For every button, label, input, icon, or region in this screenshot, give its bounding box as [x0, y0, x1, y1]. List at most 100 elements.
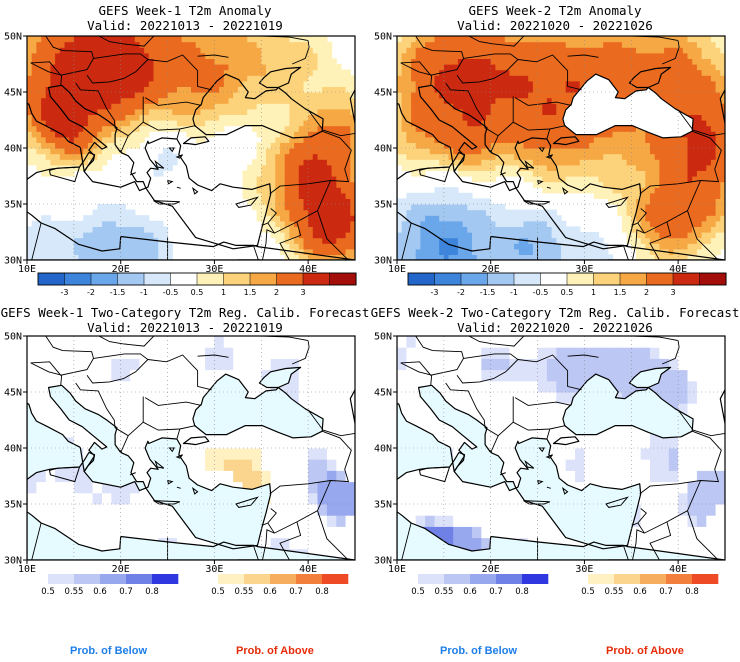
- colorbar-tick-label: 0.55: [605, 587, 624, 597]
- x-tick-label: 10E: [388, 264, 406, 275]
- colorbar-tick-label: 2: [274, 288, 279, 297]
- colorbar-tick-label: 0.5: [581, 587, 595, 597]
- colorbar-swatch: [143, 272, 172, 286]
- colorbar-swatch: [588, 574, 615, 584]
- colorbar-tick-label: -2: [87, 288, 95, 297]
- colorbar-swatch: [296, 574, 323, 584]
- colorbar-tick-label: 0.5: [41, 587, 55, 597]
- colorbar-swatch: [270, 574, 297, 584]
- colorbar-swatch: [276, 272, 304, 286]
- panel-valid-w2-anom: Valid: 20221020 - 20221026: [457, 18, 653, 33]
- colorbar-swatch: [407, 272, 436, 286]
- panel-title-w2-prob: GEFS Week-2 Two-Category T2m Reg. Calib.…: [370, 305, 740, 320]
- colorbar-swatch: [593, 272, 621, 286]
- x-tick-label: 20E: [482, 564, 500, 575]
- colorbar-swatch: [126, 574, 153, 584]
- colorbar-swatch: [64, 272, 92, 286]
- colorbar-swatch: [74, 574, 101, 584]
- colorbar-tick-label: 0.7: [289, 587, 303, 597]
- colorbar-swatch: [152, 574, 179, 584]
- map-field: [27, 36, 355, 260]
- colorbar-tick-label: 3: [670, 288, 675, 297]
- map-field: [397, 336, 725, 560]
- colorbar-tick-label: -1: [140, 288, 148, 297]
- colorbar-swatch: [218, 574, 245, 584]
- colorbar-tick-label: 0.7: [119, 587, 133, 597]
- y-tick-label: 40N: [4, 444, 22, 455]
- y-tick-label: 45N: [374, 88, 392, 99]
- colorbar-swatch: [672, 272, 701, 286]
- colorbar-tick-label: -1.5: [110, 288, 126, 297]
- colorbar-w1-anomaly: -3 -2 -1.5 -1 -0.5 0.5 1 1.5 2 3: [37, 272, 357, 297]
- colorbar-tick-label: 1.5: [244, 288, 257, 297]
- y-tick-label: 50N: [4, 332, 22, 343]
- map-w1-anomaly: 10E 20E 30E 40E 50N 45N 40N 35N 30N: [4, 32, 356, 275]
- colorbar-tick-label: 0.5: [191, 288, 204, 297]
- colorbar-tick-label: 2: [644, 288, 649, 297]
- y-tick-label: 35N: [374, 500, 392, 511]
- map-field: [27, 336, 355, 560]
- colorbar-swatch: [100, 574, 127, 584]
- colorbar-swatch: [444, 574, 471, 584]
- colorbar-swatch: [418, 574, 445, 584]
- colorbar-tick-label: 0.55: [235, 587, 254, 597]
- x-tick-label: 20E: [112, 564, 130, 575]
- colorbar-tick-label: 1.5: [614, 288, 627, 297]
- colorbar-swatch: [522, 574, 549, 584]
- map-w2-probability: 10E 20E 30E 40E 50N 45N 40N 35N 30N: [374, 332, 726, 575]
- y-tick-label: 30N: [4, 256, 22, 267]
- prob-above-label-right: Prob. of Above: [606, 645, 684, 657]
- colorbar-swatch: [496, 574, 523, 584]
- colorbar-tick-label: -1: [510, 288, 518, 297]
- colorbar-tick-label: 0.8: [145, 587, 159, 597]
- colorbar-swatch: [666, 574, 693, 584]
- colorbar-swatch: [117, 272, 145, 286]
- panel-valid-w1-anom: Valid: 20221013 - 20221019: [87, 18, 283, 33]
- x-tick-label: 20E: [482, 264, 500, 275]
- x-tick-label: 40E: [669, 564, 687, 575]
- below-colorbar: 0.5 0.55 0.6 0.7 0.8: [411, 574, 549, 597]
- colorbar-tick-label: -3: [431, 288, 439, 297]
- colorbar-swatch: [170, 272, 198, 286]
- y-tick-label: 40N: [374, 144, 392, 155]
- anomaly-colorbar: -3 -2 -1.5 -1 -0.5 0.5 1 1.5 2 3: [37, 272, 357, 297]
- colorbar-swatch: [48, 574, 75, 584]
- colorbar-swatch: [487, 272, 515, 286]
- colorbar-tick-label: 0.8: [315, 587, 329, 597]
- map-w1-probability: 10E 20E 30E 40E 50N 45N 40N 35N 30N: [4, 332, 356, 575]
- colorbar-swatch: [540, 272, 568, 286]
- x-tick-label: 30E: [575, 564, 593, 575]
- colorbar-swatch: [90, 272, 119, 286]
- colorbar-tick-label: 0.6: [263, 587, 277, 597]
- panel-title-w2-anom: GEFS Week-2 T2m Anomaly: [468, 3, 642, 18]
- colorbar-swatch: [460, 272, 489, 286]
- x-tick-label: 10E: [388, 564, 406, 575]
- x-tick-label: 10E: [18, 564, 36, 575]
- y-tick-label: 30N: [4, 556, 22, 567]
- colorbar-tick-label: 3: [300, 288, 305, 297]
- colorbar-swatch: [302, 272, 331, 286]
- colorbar-swatch: [619, 272, 648, 286]
- map-field: [397, 36, 725, 260]
- colorbar-swatch: [646, 272, 674, 286]
- panel-valid-w2-prob: Valid: 20221020 - 20221026: [457, 320, 653, 335]
- colorbar-swatch: [692, 574, 719, 584]
- y-tick-label: 45N: [4, 88, 22, 99]
- x-tick-label: 30E: [575, 264, 593, 275]
- y-tick-label: 45N: [374, 388, 392, 399]
- colorbar-swatch: [196, 272, 225, 286]
- x-tick-label: 40E: [669, 264, 687, 275]
- colorbar-tick-label: 0.6: [633, 587, 647, 597]
- x-tick-label: 40E: [299, 564, 317, 575]
- colorbars-w1-probability: 0.5 0.55 0.6 0.7 0.8 0.5 0.55 0.6 0.7 0.8: [41, 574, 349, 597]
- colorbar-tick-label: 0.5: [411, 587, 425, 597]
- y-tick-label: 35N: [374, 200, 392, 211]
- colorbar-tick-label: 0.5: [211, 587, 225, 597]
- colorbar-tick-label: 1: [591, 288, 596, 297]
- y-tick-label: 50N: [374, 332, 392, 343]
- colorbar-swatch: [434, 272, 462, 286]
- x-tick-label: 40E: [299, 264, 317, 275]
- colorbar-swatch: [223, 272, 251, 286]
- x-tick-label: 30E: [205, 564, 223, 575]
- colorbar-swatch: [640, 574, 667, 584]
